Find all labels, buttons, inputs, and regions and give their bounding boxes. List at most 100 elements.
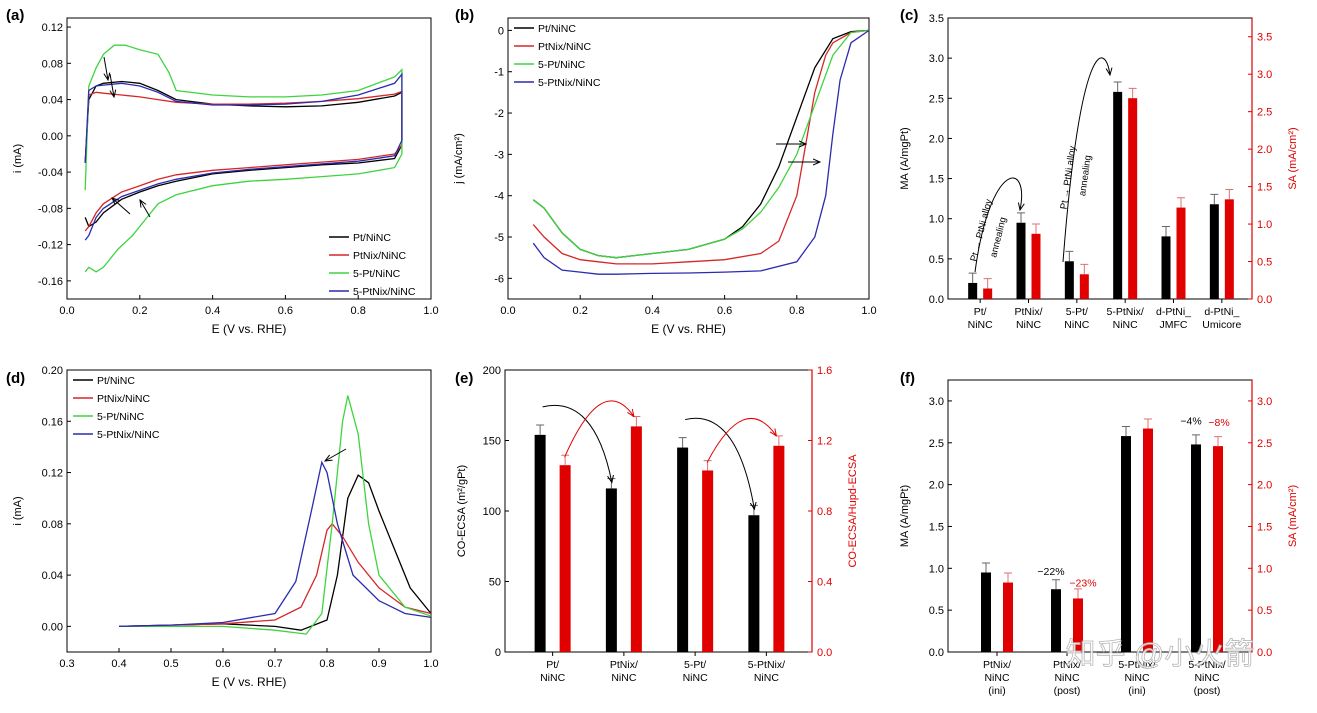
category-label: NiNC <box>754 672 779 684</box>
y-tick-label: 0.5 <box>929 605 944 617</box>
series-line-3 <box>532 29 870 275</box>
bar-co-ecsa-hupd-ecsa <box>559 465 571 652</box>
annotation-arrow <box>325 448 347 461</box>
x-tick-label: 0.0 <box>59 305 74 317</box>
y-tick-label: 2.5 <box>929 438 944 450</box>
annotation-text: Pt → PtNi alloy <box>1059 145 1079 210</box>
y-tick-label: 1.0 <box>929 563 944 575</box>
x-tick-label: 0.6 <box>215 658 230 670</box>
y-tick-label: -3 <box>494 149 504 161</box>
y-tick-label: 150 <box>483 436 501 448</box>
x-tick-label: 0.2 <box>132 305 147 317</box>
y-tick-label: 0.16 <box>42 416 63 428</box>
change-annotation: −22% <box>1037 566 1064 578</box>
x-tick-label: 0.4 <box>205 305 220 317</box>
x-tick-label: 1.0 <box>861 305 876 317</box>
panel-a: (a) 0.0 0.2 0.4 0.6 0.8 1.0 -0.16 -0.12 -0.08 -0.0… <box>6 7 439 336</box>
series-line-2 <box>119 395 432 635</box>
error-bar <box>1144 418 1152 429</box>
y-tick-label: 2.0 <box>929 480 944 492</box>
category-label: Pt/ <box>974 306 987 318</box>
error-bar <box>1113 81 1122 92</box>
plot-frame <box>507 17 870 300</box>
error-bar <box>1074 588 1082 599</box>
bar-co-ecsa <box>605 488 617 652</box>
annotation-text: annealing <box>1077 154 1094 196</box>
series-line-2 <box>84 44 403 273</box>
annotation-arrow <box>140 200 151 218</box>
y-right-tick-label: 3.0 <box>1257 396 1272 408</box>
y-right-axis-title: SA (mA/cm²) <box>1287 127 1299 189</box>
y-tick-label: -1 <box>494 67 504 79</box>
bar-ma <box>1161 236 1171 299</box>
y-tick-label: 0.04 <box>42 570 63 582</box>
y-right-tick-label: 2.5 <box>1257 438 1272 450</box>
bar-ma <box>968 282 978 299</box>
error-bar <box>1080 263 1089 275</box>
y-axis-title: CO-ECSA (m²/gPt) <box>456 465 468 557</box>
bar-sa <box>1224 199 1234 299</box>
y-tick-label: 0.08 <box>42 519 63 531</box>
y-right-tick-label: 0.0 <box>817 647 832 659</box>
x-tick-label: 0.4 <box>111 658 126 670</box>
change-annotation: −4% <box>1180 415 1201 427</box>
panel-c: (c) 0.0 0.5 1.0 1.5 2.0 2.5 3.0 3.5 0.0 0.5 1.0 1.5 2… <box>899 7 1299 331</box>
y-right-tick-label: 3.0 <box>1257 69 1272 81</box>
error-bar <box>1214 436 1222 447</box>
category-label: NiNC <box>611 672 636 684</box>
legend-entry: 5-PtNix/NiNC <box>538 77 601 89</box>
category-label: Umicore <box>1202 319 1241 331</box>
y-right-tick-label: 1.0 <box>1257 563 1272 575</box>
x-axis-title: E (V vs. RHE) <box>651 322 726 336</box>
bar-sa <box>1213 446 1223 652</box>
y-right-tick-label: 2.5 <box>1257 107 1272 119</box>
category-label: d-PtNi_ <box>1204 306 1239 318</box>
category-label: NiNC <box>1054 672 1079 684</box>
category-label: PtNix/ <box>610 659 638 671</box>
panel-label: (c) <box>900 7 918 24</box>
category-label: NiNC <box>984 672 1009 684</box>
category-label: NiNC <box>683 672 708 684</box>
series-line-3 <box>84 72 403 241</box>
bar-sa <box>983 288 993 299</box>
bar-sa <box>1128 98 1138 299</box>
x-tick-label: 1.0 <box>423 305 438 317</box>
y-tick-label: -6 <box>494 273 504 285</box>
series-line-1 <box>118 522 432 628</box>
y-tick-label: 1.5 <box>929 521 944 533</box>
series-line-3 <box>118 460 432 628</box>
y-tick-label: 0.20 <box>42 365 63 377</box>
y-right-tick-label: 1.5 <box>1257 521 1272 533</box>
y-tick-label: 200 <box>483 365 501 377</box>
error-bar <box>1162 226 1170 237</box>
panel-label: (b) <box>455 7 474 24</box>
bar-sa <box>1143 428 1153 652</box>
y-axis-title: MA (A/mgPt) <box>899 485 911 547</box>
annotation-arrow-red <box>706 417 776 463</box>
x-axis-title: E (V vs. RHE) <box>212 322 287 336</box>
x-tick-label: 0.8 <box>319 658 334 670</box>
category-label: NiNC <box>540 672 565 684</box>
y-tick-label: -0.16 <box>38 276 63 288</box>
panel-f: (f) 0.0 0.5 1.0 1.5 2.0 2.5 3.0 0.0 0.5 1.0 1.5 2.0 2… <box>899 370 1299 697</box>
y-tick-label: 0.00 <box>42 131 63 143</box>
y-axis-title: MA (A/mgPt) <box>899 127 911 189</box>
x-tick-label: 0.3 <box>59 658 74 670</box>
category-label: NiNC <box>1064 319 1089 331</box>
y-tick-label: 3.0 <box>929 396 944 408</box>
bar-co-ecsa <box>677 447 689 652</box>
error-bar <box>1004 572 1012 583</box>
legend-entry: PtNix/NiNC <box>97 393 151 405</box>
x-tick-label: 0.6 <box>717 305 732 317</box>
legend-entry: Pt/NiNC <box>538 23 576 35</box>
legend-entry: Pt/NiNC <box>97 375 135 387</box>
panel-label: (d) <box>6 370 25 387</box>
watermark: 知乎 @小火箭 <box>1066 638 1255 671</box>
bar-co-ecsa-hupd-ecsa <box>773 445 785 652</box>
bar-ma <box>1016 222 1026 299</box>
error-bar <box>678 437 687 448</box>
annotation-text: annealing <box>988 216 1009 259</box>
bar-co-ecsa-hupd-ecsa <box>702 470 714 652</box>
bar-ma <box>1191 444 1201 652</box>
y-tick-label: -5 <box>494 232 504 244</box>
